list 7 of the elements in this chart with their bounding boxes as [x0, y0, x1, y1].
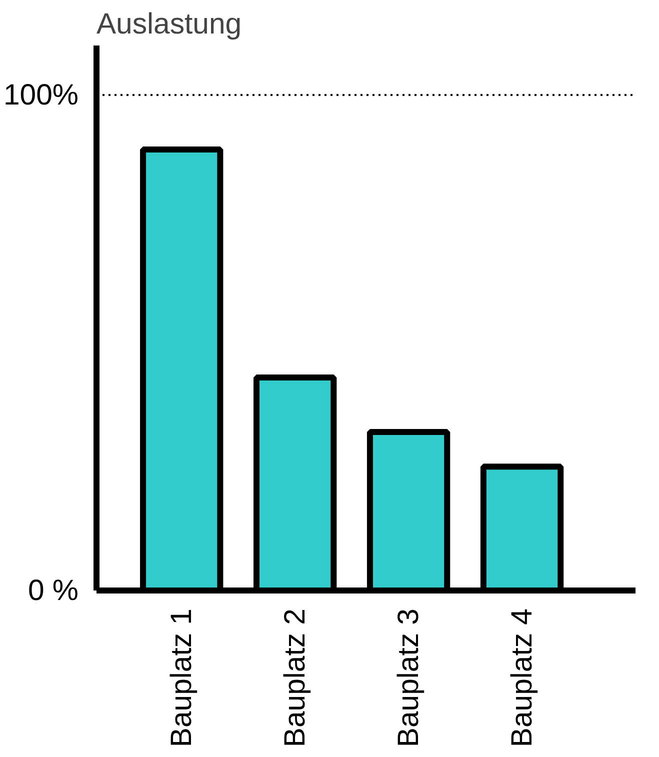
y-tick-label: 100% [3, 78, 79, 112]
x-tick-label: Bauplatz 3 [392, 608, 426, 748]
x-tick-label: Bauplatz 2 [278, 608, 312, 748]
y-tick-label: 0 % [28, 574, 79, 607]
x-tick-label: Bauplatz 1 [165, 608, 198, 748]
x-tick-label: Bauplatz 4 [506, 608, 539, 748]
y-axis-title: Auslastung [96, 8, 242, 40]
